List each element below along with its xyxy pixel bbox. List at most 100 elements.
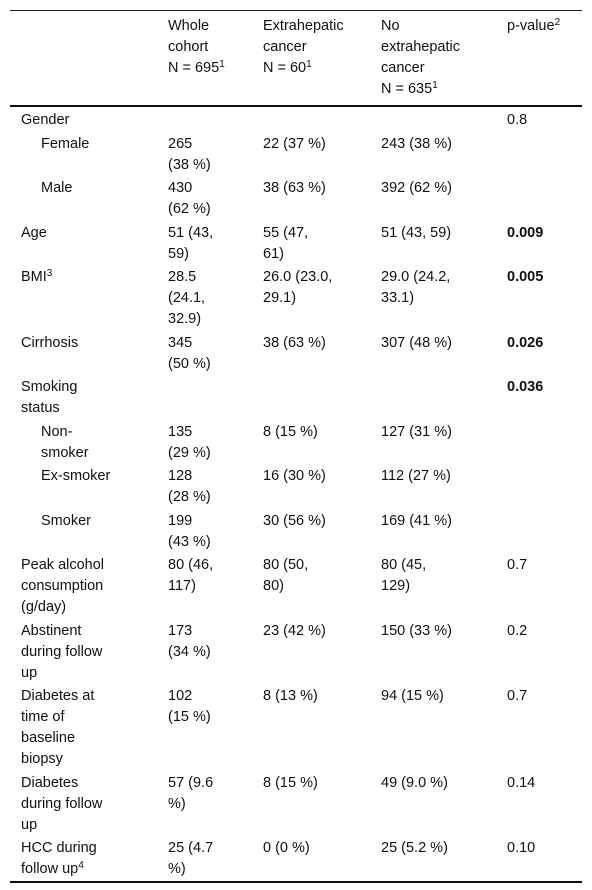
value-cell: 80 (46, 117) bbox=[158, 553, 253, 619]
label-line: Male bbox=[41, 178, 158, 199]
header-line: No bbox=[381, 16, 497, 37]
value-line: 33.1) bbox=[381, 288, 497, 309]
value-line-text: (24.1, bbox=[168, 290, 206, 306]
value-cell: 94 (15 %) bbox=[371, 684, 497, 771]
value-line-text: 22 (37 %) bbox=[263, 135, 326, 152]
value-line: (34 %) bbox=[168, 642, 253, 663]
label-line-text: Diabetes bbox=[21, 774, 79, 791]
value-cell: 8 (13 %) bbox=[253, 684, 371, 771]
value-cell: 23 (42 %) bbox=[253, 619, 371, 685]
value-cell: 38 (63 %) bbox=[253, 331, 371, 376]
value-line-text: 129) bbox=[381, 578, 411, 594]
label-line-text: Male bbox=[41, 180, 73, 196]
footnote-mark: 1 bbox=[432, 80, 438, 91]
value-cell: 55 (47, 61) bbox=[253, 221, 371, 266]
p-value-cell: 0.7 bbox=[497, 553, 582, 619]
value-line: (43 %) bbox=[168, 532, 253, 553]
value-line-text: 33.1) bbox=[381, 290, 415, 306]
label-line-text: BMI bbox=[21, 269, 47, 285]
value-line-text: 173 bbox=[168, 622, 193, 639]
label-line: up bbox=[21, 815, 158, 836]
label-line: status bbox=[21, 398, 158, 419]
p-value-cell: 0.009 bbox=[497, 221, 582, 266]
value-cell bbox=[158, 106, 253, 132]
label-line-text: smoker bbox=[41, 444, 89, 461]
value-line: (62 %) bbox=[168, 199, 253, 220]
p-value-cell: 0.036 bbox=[497, 375, 582, 420]
row-label: Ex-smoker bbox=[10, 464, 158, 509]
value-line-text: 243 (38 %) bbox=[381, 135, 452, 152]
value-line-text: 128 bbox=[168, 468, 193, 484]
value-line-text: 392 (62 %) bbox=[381, 180, 452, 196]
p-value-cell bbox=[497, 509, 582, 554]
value-cell: 30 (56 %) bbox=[253, 509, 371, 554]
value-line: %) bbox=[168, 794, 253, 815]
label-line: BMI3 bbox=[21, 267, 158, 288]
table-row: HCC during follow up4 25 (4.7%) 0 (0 %) 25 (… bbox=[10, 836, 582, 882]
header-line-text: p-value bbox=[507, 18, 555, 34]
label-line: Female bbox=[41, 134, 158, 155]
value-line-text: 135 bbox=[168, 423, 193, 440]
value-line-text: (28 %) bbox=[168, 489, 211, 505]
label-line-text: Smoker bbox=[41, 512, 91, 529]
row-label: Smoking status bbox=[10, 375, 158, 420]
label-line: Abstinent bbox=[21, 621, 158, 642]
value-line: 80 (46, bbox=[168, 555, 253, 576]
value-line-text: 117) bbox=[168, 578, 196, 594]
value-line-text: %) bbox=[168, 795, 186, 812]
label-line-text: (g/day) bbox=[21, 599, 67, 615]
value-cell bbox=[253, 106, 371, 132]
p-value: 0.14 bbox=[507, 774, 536, 791]
label-line-text: Peak alcohol bbox=[21, 557, 105, 573]
value-line-text: (43 %) bbox=[168, 533, 211, 550]
label-line: Age bbox=[21, 223, 158, 244]
label-line: Gender bbox=[21, 110, 158, 131]
row-label: Gender bbox=[10, 106, 158, 132]
value-line-text: 169 (41 %) bbox=[381, 512, 452, 529]
label-line-text: Abstinent bbox=[21, 622, 82, 639]
value-line: (24.1, bbox=[168, 288, 253, 309]
p-value-cell bbox=[497, 464, 582, 509]
label-line: Diabetes bbox=[21, 773, 158, 794]
footnote-mark: 3 bbox=[46, 268, 53, 279]
row-label: HCC during follow up4 bbox=[10, 836, 158, 882]
label-line: HCC during bbox=[21, 838, 158, 859]
value-line-text: 80) bbox=[263, 578, 284, 594]
value-line: 345 bbox=[168, 333, 253, 354]
label-line-text: follow up bbox=[21, 861, 79, 877]
table-row: Peak alcohol consumption (g/day) 80 (46, 117… bbox=[10, 553, 582, 619]
header-row: Whole cohort N = 6951 Extrahepatic cancer N =… bbox=[10, 10, 582, 106]
label-line-text: Cirrhosis bbox=[21, 334, 79, 351]
value-line: (28 %) bbox=[168, 487, 253, 508]
value-cell: 57 (9.6%) bbox=[158, 771, 253, 837]
value-line: 57 (9.6 bbox=[168, 773, 253, 794]
table-row: Smoking status 0.036 bbox=[10, 375, 582, 420]
value-line-text: %) bbox=[168, 861, 186, 877]
value-cell: 51 (43, 59) bbox=[158, 221, 253, 266]
value-line: 173 bbox=[168, 621, 253, 642]
value-line: 59) bbox=[168, 244, 253, 265]
value-line: 135 bbox=[168, 422, 253, 443]
value-cell: 25 (4.7%) bbox=[158, 836, 253, 882]
value-line: 30 (56 %) bbox=[263, 511, 371, 532]
header-line-text: Extrahepatic bbox=[263, 18, 344, 34]
row-label: Age bbox=[10, 221, 158, 266]
footnote-mark: 1 bbox=[306, 59, 312, 70]
label-line: time of bbox=[21, 707, 158, 728]
value-cell: 150 (33 %) bbox=[371, 619, 497, 685]
label-line: smoker bbox=[41, 443, 158, 464]
value-line: 8 (15 %) bbox=[263, 773, 371, 794]
value-line: 16 (30 %) bbox=[263, 466, 371, 487]
value-line: 61) bbox=[263, 244, 371, 265]
label-line-text: status bbox=[21, 400, 60, 416]
label-line: Non- bbox=[41, 422, 158, 443]
value-cell: 28.5 (24.1, 32.9) bbox=[158, 265, 253, 331]
value-line-text: 29.0 (24.2, bbox=[381, 269, 451, 285]
value-cell: 135 (29 %) bbox=[158, 420, 253, 465]
footnote-mark: 1 bbox=[219, 59, 225, 70]
value-line: 23 (42 %) bbox=[263, 621, 371, 642]
p-value-cell: 0.10 bbox=[497, 836, 582, 882]
p-value: 0.7 bbox=[507, 688, 528, 704]
value-cell: 49 (9.0 %) bbox=[371, 771, 497, 837]
value-line-text: 61) bbox=[263, 245, 284, 262]
